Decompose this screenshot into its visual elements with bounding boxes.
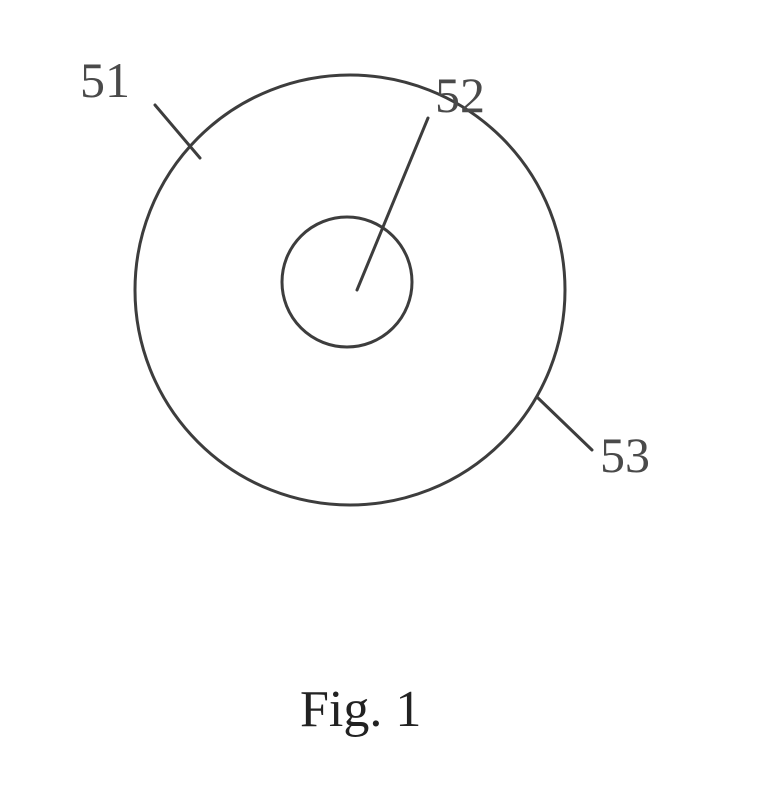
outer-circle xyxy=(135,75,565,505)
inner-circle xyxy=(282,217,412,347)
label-51: 51 xyxy=(80,55,130,105)
leader-line-51 xyxy=(155,105,200,158)
leader-line-52 xyxy=(357,118,428,290)
label-52: 52 xyxy=(435,70,485,120)
figure-caption: Fig. 1 xyxy=(300,680,421,739)
leader-line-53 xyxy=(538,398,592,450)
label-53: 53 xyxy=(600,430,650,480)
figure-canvas: 51 52 53 Fig. 1 xyxy=(0,0,767,799)
